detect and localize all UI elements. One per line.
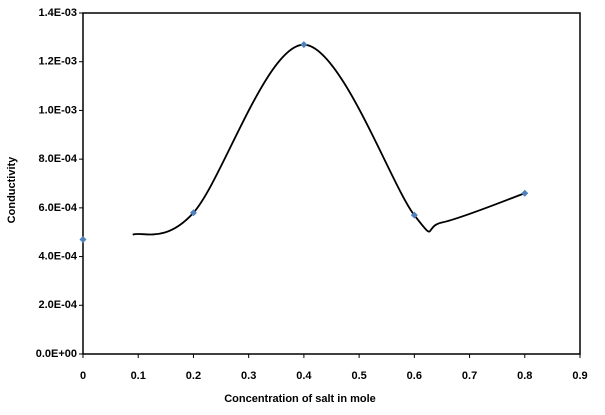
x-tick-label: 0.6 (407, 370, 422, 382)
y-tick-label: 1.4E-03 (38, 7, 77, 19)
x-tick-label: 0.8 (517, 370, 532, 382)
x-tick-label: 0.5 (351, 370, 366, 382)
x-tick-label: 0.2 (186, 370, 201, 382)
y-tick-label: 4.0E-04 (38, 250, 77, 262)
y-tick-label: 1.0E-03 (38, 104, 77, 116)
x-tick-label: 0.7 (462, 370, 477, 382)
x-tick-label: 0.1 (131, 370, 146, 382)
x-axis-label: Concentration of salt in mole (224, 393, 376, 405)
data-point (79, 236, 87, 244)
y-tick-label: 0.0E+00 (36, 348, 77, 360)
x-tick-label: 0.3 (241, 370, 256, 382)
x-tick-label: 0.4 (296, 370, 312, 382)
x-tick-label: 0 (80, 370, 86, 382)
plot-frame (82, 12, 581, 355)
y-tick-label: 8.0E-04 (38, 153, 77, 165)
y-tick-label: 1.2E-03 (38, 56, 77, 68)
y-tick-label: 6.0E-04 (38, 202, 77, 214)
data-point (410, 211, 418, 219)
smooth-curve (132, 43, 526, 236)
y-axis-label: Conductivity (6, 156, 18, 223)
data-point (300, 41, 308, 49)
y-tick-label: 2.0E-04 (38, 299, 77, 311)
x-tick-label: 0.9 (572, 370, 587, 382)
data-point (521, 189, 529, 197)
data-point (189, 209, 197, 217)
